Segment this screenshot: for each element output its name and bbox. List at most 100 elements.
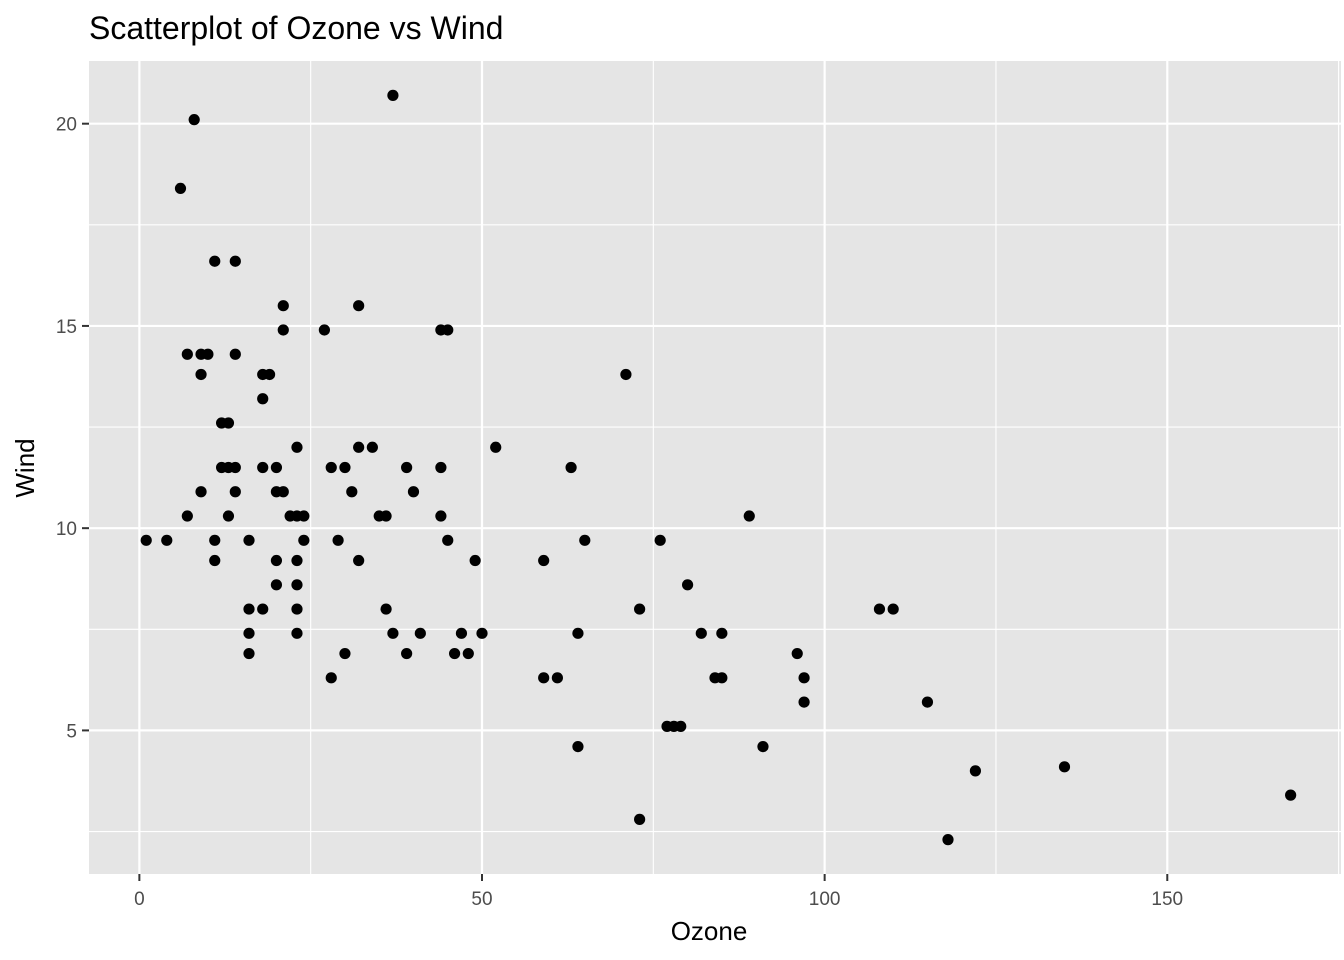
data-point bbox=[490, 441, 502, 453]
data-point bbox=[140, 534, 152, 546]
y-axis: 5 10 15 20 bbox=[56, 115, 89, 742]
x-axis-label: Ozone bbox=[671, 916, 748, 946]
data-point bbox=[462, 647, 474, 660]
data-point bbox=[291, 627, 303, 639]
data-point bbox=[257, 393, 269, 405]
data-point bbox=[681, 579, 694, 591]
data-point bbox=[222, 510, 235, 522]
data-point bbox=[229, 486, 241, 498]
data-point bbox=[298, 510, 310, 522]
data-point bbox=[325, 461, 337, 474]
data-point bbox=[270, 554, 283, 567]
data-point bbox=[195, 368, 207, 381]
data-point bbox=[798, 672, 810, 684]
data-point bbox=[277, 486, 289, 498]
data-point bbox=[551, 672, 563, 684]
y-tick-label: 10 bbox=[56, 519, 77, 540]
data-point bbox=[291, 554, 303, 567]
data-point bbox=[181, 348, 193, 360]
data-point bbox=[380, 603, 392, 615]
chart-title: Scatterplot of Ozone vs Wind bbox=[89, 10, 503, 46]
data-point bbox=[476, 627, 488, 639]
data-point bbox=[887, 603, 899, 615]
data-points bbox=[140, 89, 1297, 846]
data-point bbox=[325, 672, 337, 684]
data-point bbox=[572, 740, 584, 753]
data-point bbox=[538, 554, 550, 567]
data-point bbox=[353, 554, 365, 567]
data-point bbox=[757, 740, 769, 753]
data-point bbox=[257, 461, 269, 474]
data-point bbox=[654, 534, 666, 546]
y-tick-label: 20 bbox=[56, 115, 77, 136]
data-point bbox=[339, 461, 351, 474]
data-point bbox=[798, 696, 810, 708]
data-point bbox=[414, 627, 426, 639]
data-point bbox=[222, 417, 235, 429]
data-point bbox=[455, 627, 468, 639]
data-point bbox=[448, 647, 461, 660]
data-point bbox=[572, 627, 584, 639]
data-point bbox=[161, 534, 173, 546]
data-point bbox=[270, 461, 283, 474]
data-point bbox=[1058, 761, 1071, 773]
data-point bbox=[270, 579, 283, 591]
data-point bbox=[401, 461, 413, 474]
data-point bbox=[339, 647, 351, 660]
data-point bbox=[277, 324, 289, 336]
data-point bbox=[263, 368, 276, 381]
data-point bbox=[921, 696, 934, 708]
data-point bbox=[634, 603, 646, 615]
data-point bbox=[318, 324, 330, 336]
data-point bbox=[469, 554, 481, 567]
data-point bbox=[791, 647, 803, 660]
data-point bbox=[195, 486, 207, 498]
x-tick-label: 50 bbox=[471, 889, 492, 910]
x-tick-label: 100 bbox=[809, 889, 841, 910]
data-point bbox=[442, 534, 454, 546]
data-point bbox=[695, 627, 707, 639]
data-point bbox=[332, 534, 344, 546]
x-axis: 0 50 100 150 bbox=[134, 874, 1183, 910]
data-point bbox=[401, 647, 413, 660]
data-point bbox=[298, 534, 310, 546]
data-point bbox=[387, 89, 399, 101]
data-point bbox=[942, 834, 954, 846]
data-point bbox=[716, 672, 728, 684]
data-point bbox=[538, 672, 550, 684]
data-point bbox=[565, 461, 577, 474]
y-tick-label: 5 bbox=[66, 721, 77, 742]
data-point bbox=[442, 324, 454, 336]
data-point bbox=[188, 114, 200, 126]
data-point bbox=[873, 603, 886, 615]
data-point bbox=[620, 368, 632, 381]
data-point bbox=[243, 603, 255, 615]
data-point bbox=[209, 554, 221, 567]
data-point bbox=[209, 255, 221, 267]
data-point bbox=[716, 627, 728, 639]
data-point bbox=[229, 255, 241, 267]
data-point bbox=[174, 182, 187, 195]
data-point bbox=[243, 627, 255, 639]
data-point bbox=[291, 603, 303, 615]
data-point bbox=[675, 720, 687, 732]
data-point bbox=[634, 813, 646, 825]
data-point bbox=[346, 486, 358, 498]
data-point bbox=[579, 534, 591, 546]
data-point bbox=[229, 348, 241, 360]
data-point bbox=[743, 510, 755, 522]
plot-panel bbox=[89, 61, 1341, 874]
x-tick-label: 150 bbox=[1151, 889, 1183, 910]
data-point bbox=[435, 510, 447, 522]
data-point bbox=[353, 300, 365, 312]
data-point bbox=[202, 348, 214, 360]
grid-lines bbox=[89, 61, 1341, 874]
data-point bbox=[353, 441, 365, 453]
data-point bbox=[366, 441, 378, 453]
y-axis-label: Wind bbox=[10, 438, 40, 497]
data-point bbox=[243, 647, 255, 660]
data-point bbox=[435, 461, 447, 474]
data-point bbox=[291, 441, 303, 453]
y-tick-label: 15 bbox=[56, 317, 77, 338]
